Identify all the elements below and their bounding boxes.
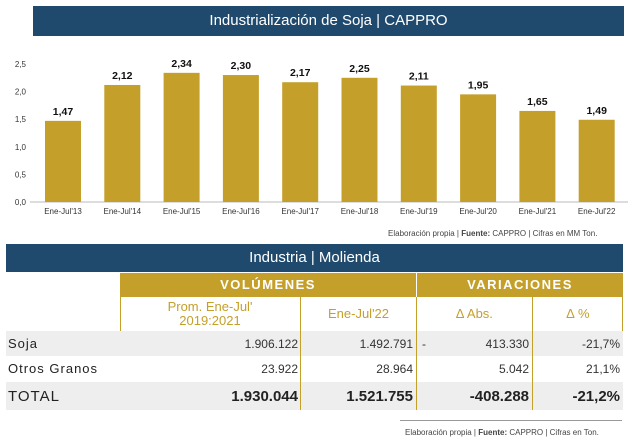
total-pct: -21,2%: [572, 387, 620, 405]
bar: [460, 94, 497, 202]
col-divider: [300, 297, 301, 331]
col-divider: [416, 297, 417, 331]
bar-value-label: 1,49: [586, 105, 607, 117]
col-divider: [532, 297, 533, 331]
bar: [222, 75, 259, 202]
col-prom-line2: 2019:2021: [179, 313, 241, 328]
x-tick-label: Ene-Jul'16: [222, 207, 260, 216]
y-tick-label: 0,5: [15, 170, 27, 179]
group-volumenes: VOLÚMENES: [220, 277, 316, 292]
total-abs: -408.288: [469, 387, 529, 405]
y-tick-label: 2,5: [15, 60, 27, 69]
x-tick-label: Ene-Jul'21: [519, 207, 557, 216]
group-divider: [416, 273, 417, 297]
x-tick-label: Ene-Jul'19: [400, 207, 438, 216]
bar: [104, 84, 141, 202]
col-divider: [300, 331, 301, 410]
col-prom-line1: Prom. Ene-Jul': [167, 299, 253, 314]
bar-value-label: 2,34: [171, 58, 192, 70]
col-abs-header: ∆ Abs.: [456, 306, 493, 321]
total-prom: 1.930.044: [231, 387, 298, 405]
cell-prom: 23.922: [261, 361, 298, 376]
row-label: Soja: [8, 336, 39, 351]
col-divider: [532, 331, 533, 410]
bar-value-label: 2,12: [112, 70, 133, 82]
bars-group: 1,47 Ene-Jul'13 2,12 Ene-Jul'14 2,34 Ene-Jul'…: [44, 58, 616, 216]
y-tick-label: 1,5: [15, 115, 27, 124]
bar-value-label: 1,47: [53, 106, 74, 118]
x-tick-label: Ene-Jul'18: [341, 207, 379, 216]
cell-pct: 21,1%: [585, 361, 620, 376]
x-tick-label: Ene-Jul'13: [44, 207, 82, 216]
table-row: Soja 1.906.122 1.492.791 - 413.330 -21,7…: [6, 331, 623, 356]
bar-value-label: 2,25: [349, 63, 370, 75]
cell-abs: 413.330: [485, 336, 529, 351]
total-actual: 1.521.755: [346, 387, 413, 405]
bar-value-label: 2,17: [290, 67, 311, 79]
bar: [519, 110, 556, 202]
x-tick-label: Ene-Jul'17: [281, 207, 319, 216]
source-rule: [400, 420, 622, 421]
total-label: TOTAL: [8, 387, 60, 405]
table-group-header: [120, 273, 623, 297]
bar: [341, 77, 378, 202]
bar: [163, 72, 200, 202]
bar-value-label: 2,30: [231, 60, 252, 72]
cell-actual: 1.492.791: [359, 336, 413, 351]
col-prom-header: Prom. Ene-Jul' 2019:2021: [120, 297, 300, 331]
industria-title: Industria | Molienda: [6, 244, 623, 272]
cell-pct: -21,7%: [581, 336, 620, 351]
x-tick-label: Ene-Jul'20: [459, 207, 497, 216]
bar: [45, 120, 81, 202]
bar-value-label: 1,65: [527, 96, 548, 108]
bar: [282, 82, 319, 202]
table-row-total: TOTAL 1.930.044 1.521.755 -408.288 -21,2…: [6, 382, 623, 410]
bar-chart: 0,0 0,5 1,0 1,5 2,0 2,5 1,47 Ene-Jul'13 2,12 Ene…: [15, 58, 628, 216]
cell-actual: 28.964: [376, 361, 413, 376]
group-variaciones: VARIACIONES: [467, 277, 573, 292]
bar: [578, 119, 615, 202]
col-enejul22-header: Ene-Jul'22: [327, 306, 390, 321]
table-source: Elaboración propia | Fuente: CAPPRO | Ci…: [405, 428, 599, 437]
y-tick-label: 2,0: [15, 88, 27, 97]
bar-value-label: 2,11: [409, 71, 429, 83]
col-divider: [416, 331, 417, 410]
x-tick-label: Ene-Jul'22: [578, 207, 616, 216]
col-pct-header: ∆ %: [566, 306, 590, 321]
y-axis: 0,0 0,5 1,0 1,5 2,0 2,5: [15, 60, 27, 207]
bar: [400, 85, 437, 202]
cell-abs-sign: -: [422, 336, 426, 351]
table-row: Otros Granos 23.922 28.964 5.042 21,1%: [6, 356, 623, 381]
chart-title: Industrialización de Soja | CAPPRO: [33, 6, 624, 36]
chart-source: Elaboración propia | Fuente: CAPPRO | Ci…: [388, 229, 598, 238]
y-tick-label: 0,0: [15, 198, 27, 207]
row-label: Otros Granos: [8, 361, 99, 376]
bar-value-label: 1,95: [468, 79, 489, 91]
sub-header-frame: [120, 297, 623, 331]
y-tick-label: 1,0: [15, 143, 27, 152]
x-tick-label: Ene-Jul'14: [104, 207, 142, 216]
cell-abs: 5.042: [498, 361, 529, 376]
x-tick-label: Ene-Jul'15: [163, 207, 201, 216]
cell-prom: 1.906.122: [244, 336, 298, 351]
